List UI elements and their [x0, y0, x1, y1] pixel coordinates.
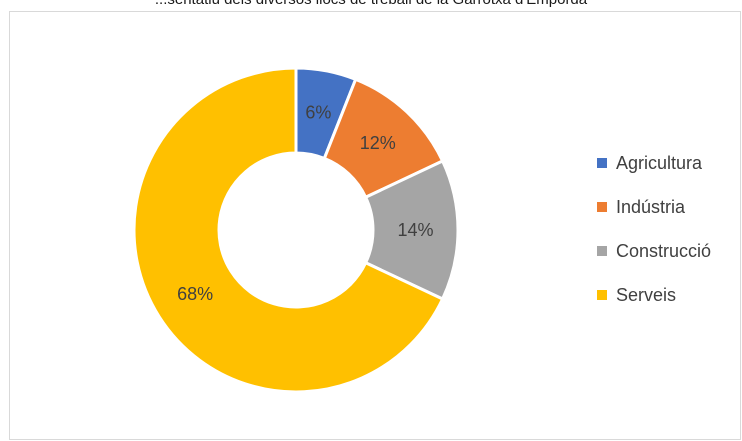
- slice-label-indústria: 12%: [360, 133, 396, 153]
- legend-label-construcció: Construcció: [616, 241, 711, 261]
- legend-label-agricultura: Agricultura: [616, 153, 703, 173]
- legend-label-serveis: Serveis: [616, 285, 676, 305]
- chart-title: ...sentatiu dels diversos llocs de treba…: [0, 0, 742, 8]
- slice-label-agricultura: 6%: [305, 103, 331, 123]
- legend-swatch-agricultura: [597, 158, 607, 168]
- slice-label-serveis: 68%: [177, 284, 213, 304]
- legend-swatch-construcció: [597, 246, 607, 256]
- slice-label-construcció: 14%: [397, 220, 433, 240]
- slice-labels: 6% 12% 14% 68%: [177, 103, 433, 304]
- doughnut-slices: [132, 66, 460, 394]
- legend-swatch-serveis: [597, 290, 607, 300]
- legend: Agricultura Indústria Construcció Serveis: [597, 153, 711, 305]
- legend-swatch-indústria: [597, 202, 607, 212]
- slice-serveis: [132, 66, 445, 394]
- legend-label-indústria: Indústria: [616, 197, 686, 217]
